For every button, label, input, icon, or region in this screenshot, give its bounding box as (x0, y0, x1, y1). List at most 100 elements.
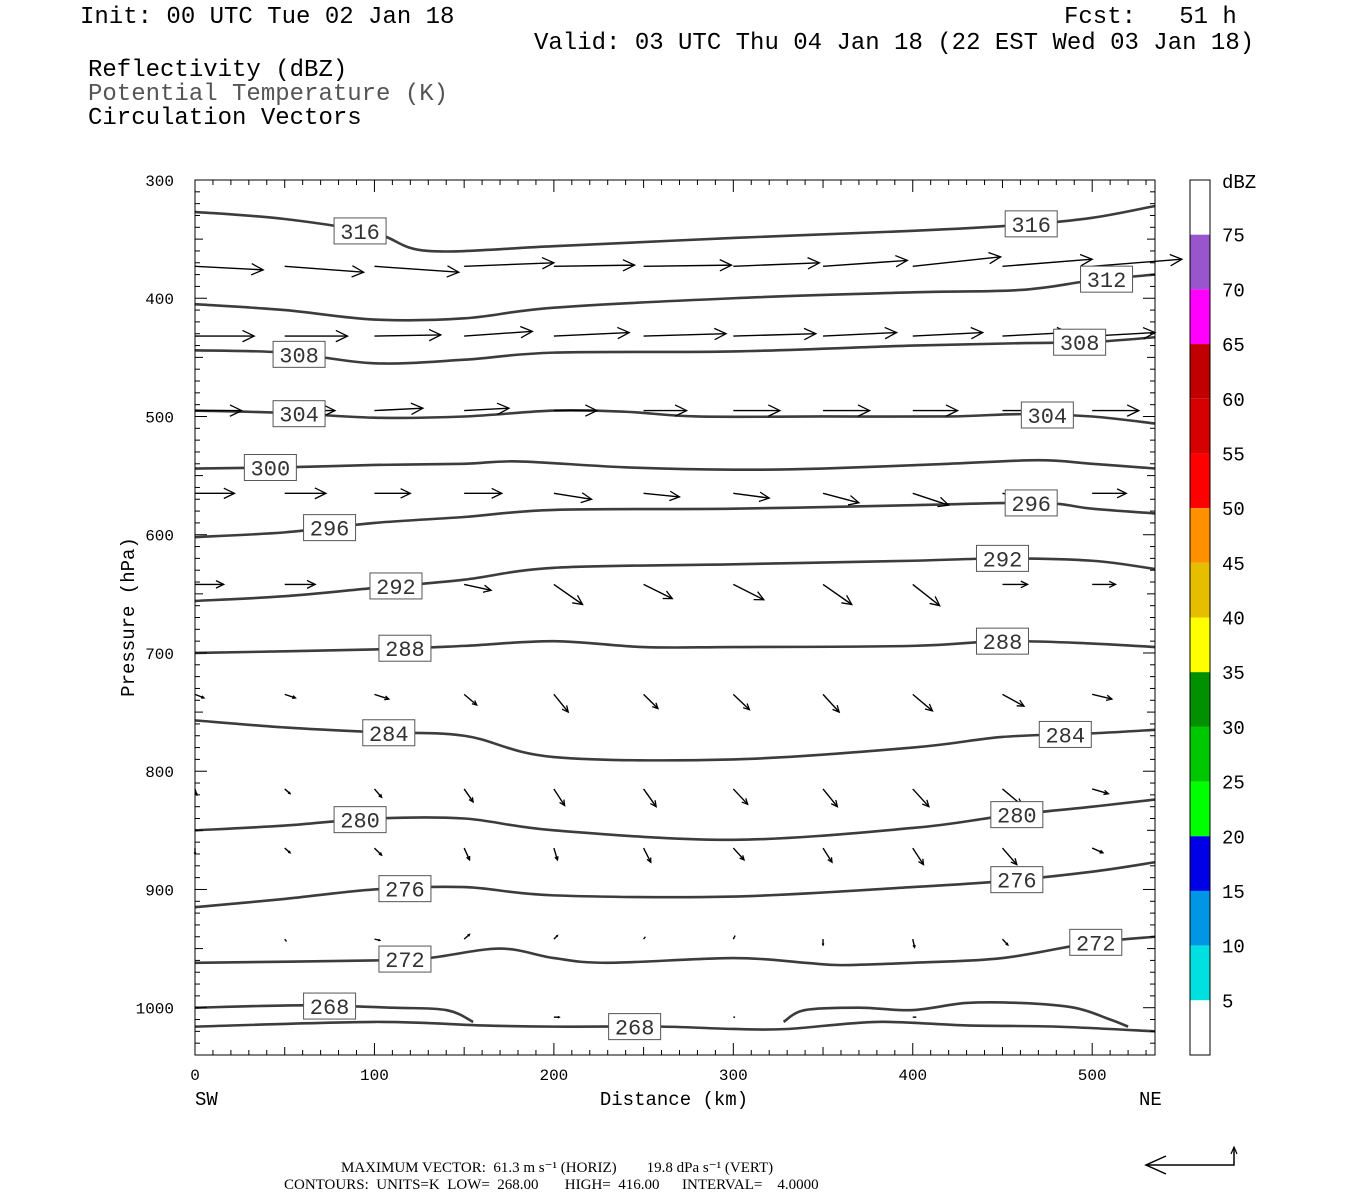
x-tick-label: 100 (360, 1067, 389, 1085)
vector-shaft (1091, 847, 1104, 854)
vector-head (739, 855, 746, 862)
vector-shaft (732, 693, 750, 711)
vector-head (554, 856, 559, 862)
circulation-vector (643, 788, 658, 808)
contour-label-text: 304 (279, 404, 319, 429)
contour-label-text: 308 (279, 344, 319, 369)
colorbar-unit-label: dBZ (1222, 172, 1256, 194)
circulation-vector (822, 693, 841, 714)
vector-shaft (374, 265, 459, 273)
contour-label-box (272, 400, 326, 428)
vector-head (945, 404, 960, 417)
contour-label-280: 280 (333, 806, 387, 835)
vector-head (741, 798, 749, 806)
circulation-vector (1092, 253, 1184, 268)
vector-shaft (643, 788, 657, 808)
vector-head (292, 695, 297, 699)
vector-head (229, 404, 244, 417)
vector-shaft (822, 693, 840, 713)
contour-label-text: 276 (385, 879, 425, 904)
contour-label-276: 276 (990, 866, 1044, 895)
vector-head (557, 1015, 561, 1019)
colorbar-swatch (1190, 617, 1210, 673)
vector-head (1005, 942, 1009, 947)
circulation-vector (642, 847, 652, 864)
vector-head (830, 799, 839, 808)
contour-label-280: 280 (990, 801, 1044, 830)
circulation-vector (1091, 847, 1105, 854)
reference-vector-icon (1144, 1145, 1238, 1175)
contour-label-box (303, 992, 357, 1020)
vector-head (314, 487, 328, 500)
colorbar-swatch (1190, 781, 1210, 837)
contour-label-box (378, 875, 432, 903)
circulation-vector (374, 938, 382, 942)
circulation-vector (1002, 580, 1030, 589)
vector-shaft (194, 265, 264, 271)
vector-head (351, 265, 366, 278)
circulation-vector (553, 693, 570, 714)
y-tick-label: 800 (145, 764, 174, 782)
vector-head (287, 791, 292, 795)
contour-label-box (369, 572, 423, 600)
contour-label-text: 272 (1076, 932, 1116, 957)
vector-shaft (912, 331, 983, 337)
colorbar-swatch (1190, 234, 1210, 290)
vector-shaft (912, 256, 1001, 268)
vector-head (466, 855, 471, 862)
vector-shaft (732, 847, 745, 861)
contour-label-layer: 316 316 312 308 308 304 304 300 296 296 292 292 288 2… (243, 210, 1134, 1042)
contour-label-text: 280 (340, 810, 380, 835)
y-tick-label: 400 (145, 291, 174, 309)
vector-shaft (733, 492, 770, 499)
colorbar-swatch (1190, 344, 1210, 399)
contour-label-box (975, 627, 1029, 655)
circulation-vector (1092, 693, 1114, 702)
contour-label-text: 312 (1087, 269, 1127, 294)
vector-shaft (374, 407, 423, 412)
colorbar-tick-label: 45 (1222, 554, 1245, 576)
contour-label-box (1080, 265, 1134, 293)
vector-head (585, 404, 599, 417)
contour-label-288: 288 (975, 627, 1029, 656)
x-tick-label: 400 (898, 1067, 927, 1085)
field-potential-temperature: Potential Temperature (K) (88, 81, 449, 108)
vector-shaft (643, 492, 680, 498)
vector-head (929, 596, 941, 607)
vector-shaft (643, 264, 732, 268)
circulation-vector (195, 329, 256, 343)
vector-head (1016, 699, 1026, 707)
circulation-vector (284, 329, 350, 343)
vector-head (400, 488, 412, 499)
forecast-hour: Fcst: 51 h (1064, 4, 1237, 31)
theta-contour-272 (194, 935, 1156, 967)
circulation-vector (822, 492, 861, 506)
vector-shaft (284, 693, 296, 699)
vector-shaft (912, 492, 949, 506)
contour-label-box (1053, 328, 1107, 356)
vector-head (215, 580, 226, 589)
vector-head (242, 329, 256, 343)
vector-head (1020, 580, 1030, 589)
circulation-vector (553, 1015, 561, 1019)
theta-contour-304 (194, 408, 1156, 425)
circulation-vector (912, 404, 960, 417)
theta-contour-268 (194, 1020, 1156, 1033)
vector-shaft (822, 583, 853, 606)
vector-shaft (822, 847, 833, 863)
colorbar-frame (1189, 179, 1211, 1056)
vector-shaft (553, 583, 583, 606)
vector-head (378, 852, 383, 857)
vector-head (895, 254, 909, 268)
init-time: Init: 00 UTC Tue 02 Jan 18 (80, 4, 455, 31)
circulation-vector (912, 251, 1003, 268)
circulation-vector (553, 259, 637, 272)
colorbar: 5 10 15 20 25 30 35 40 45 50 55 60 65 70 75 (1189, 179, 1245, 1056)
circulation-vector (284, 265, 366, 278)
vector-head (970, 326, 985, 340)
circulation-vector (732, 788, 749, 806)
circulation-vector (643, 259, 734, 272)
contour-label-text: 288 (983, 631, 1023, 656)
contour-label-text: 272 (385, 949, 425, 974)
contour-label-276: 276 (378, 875, 432, 904)
